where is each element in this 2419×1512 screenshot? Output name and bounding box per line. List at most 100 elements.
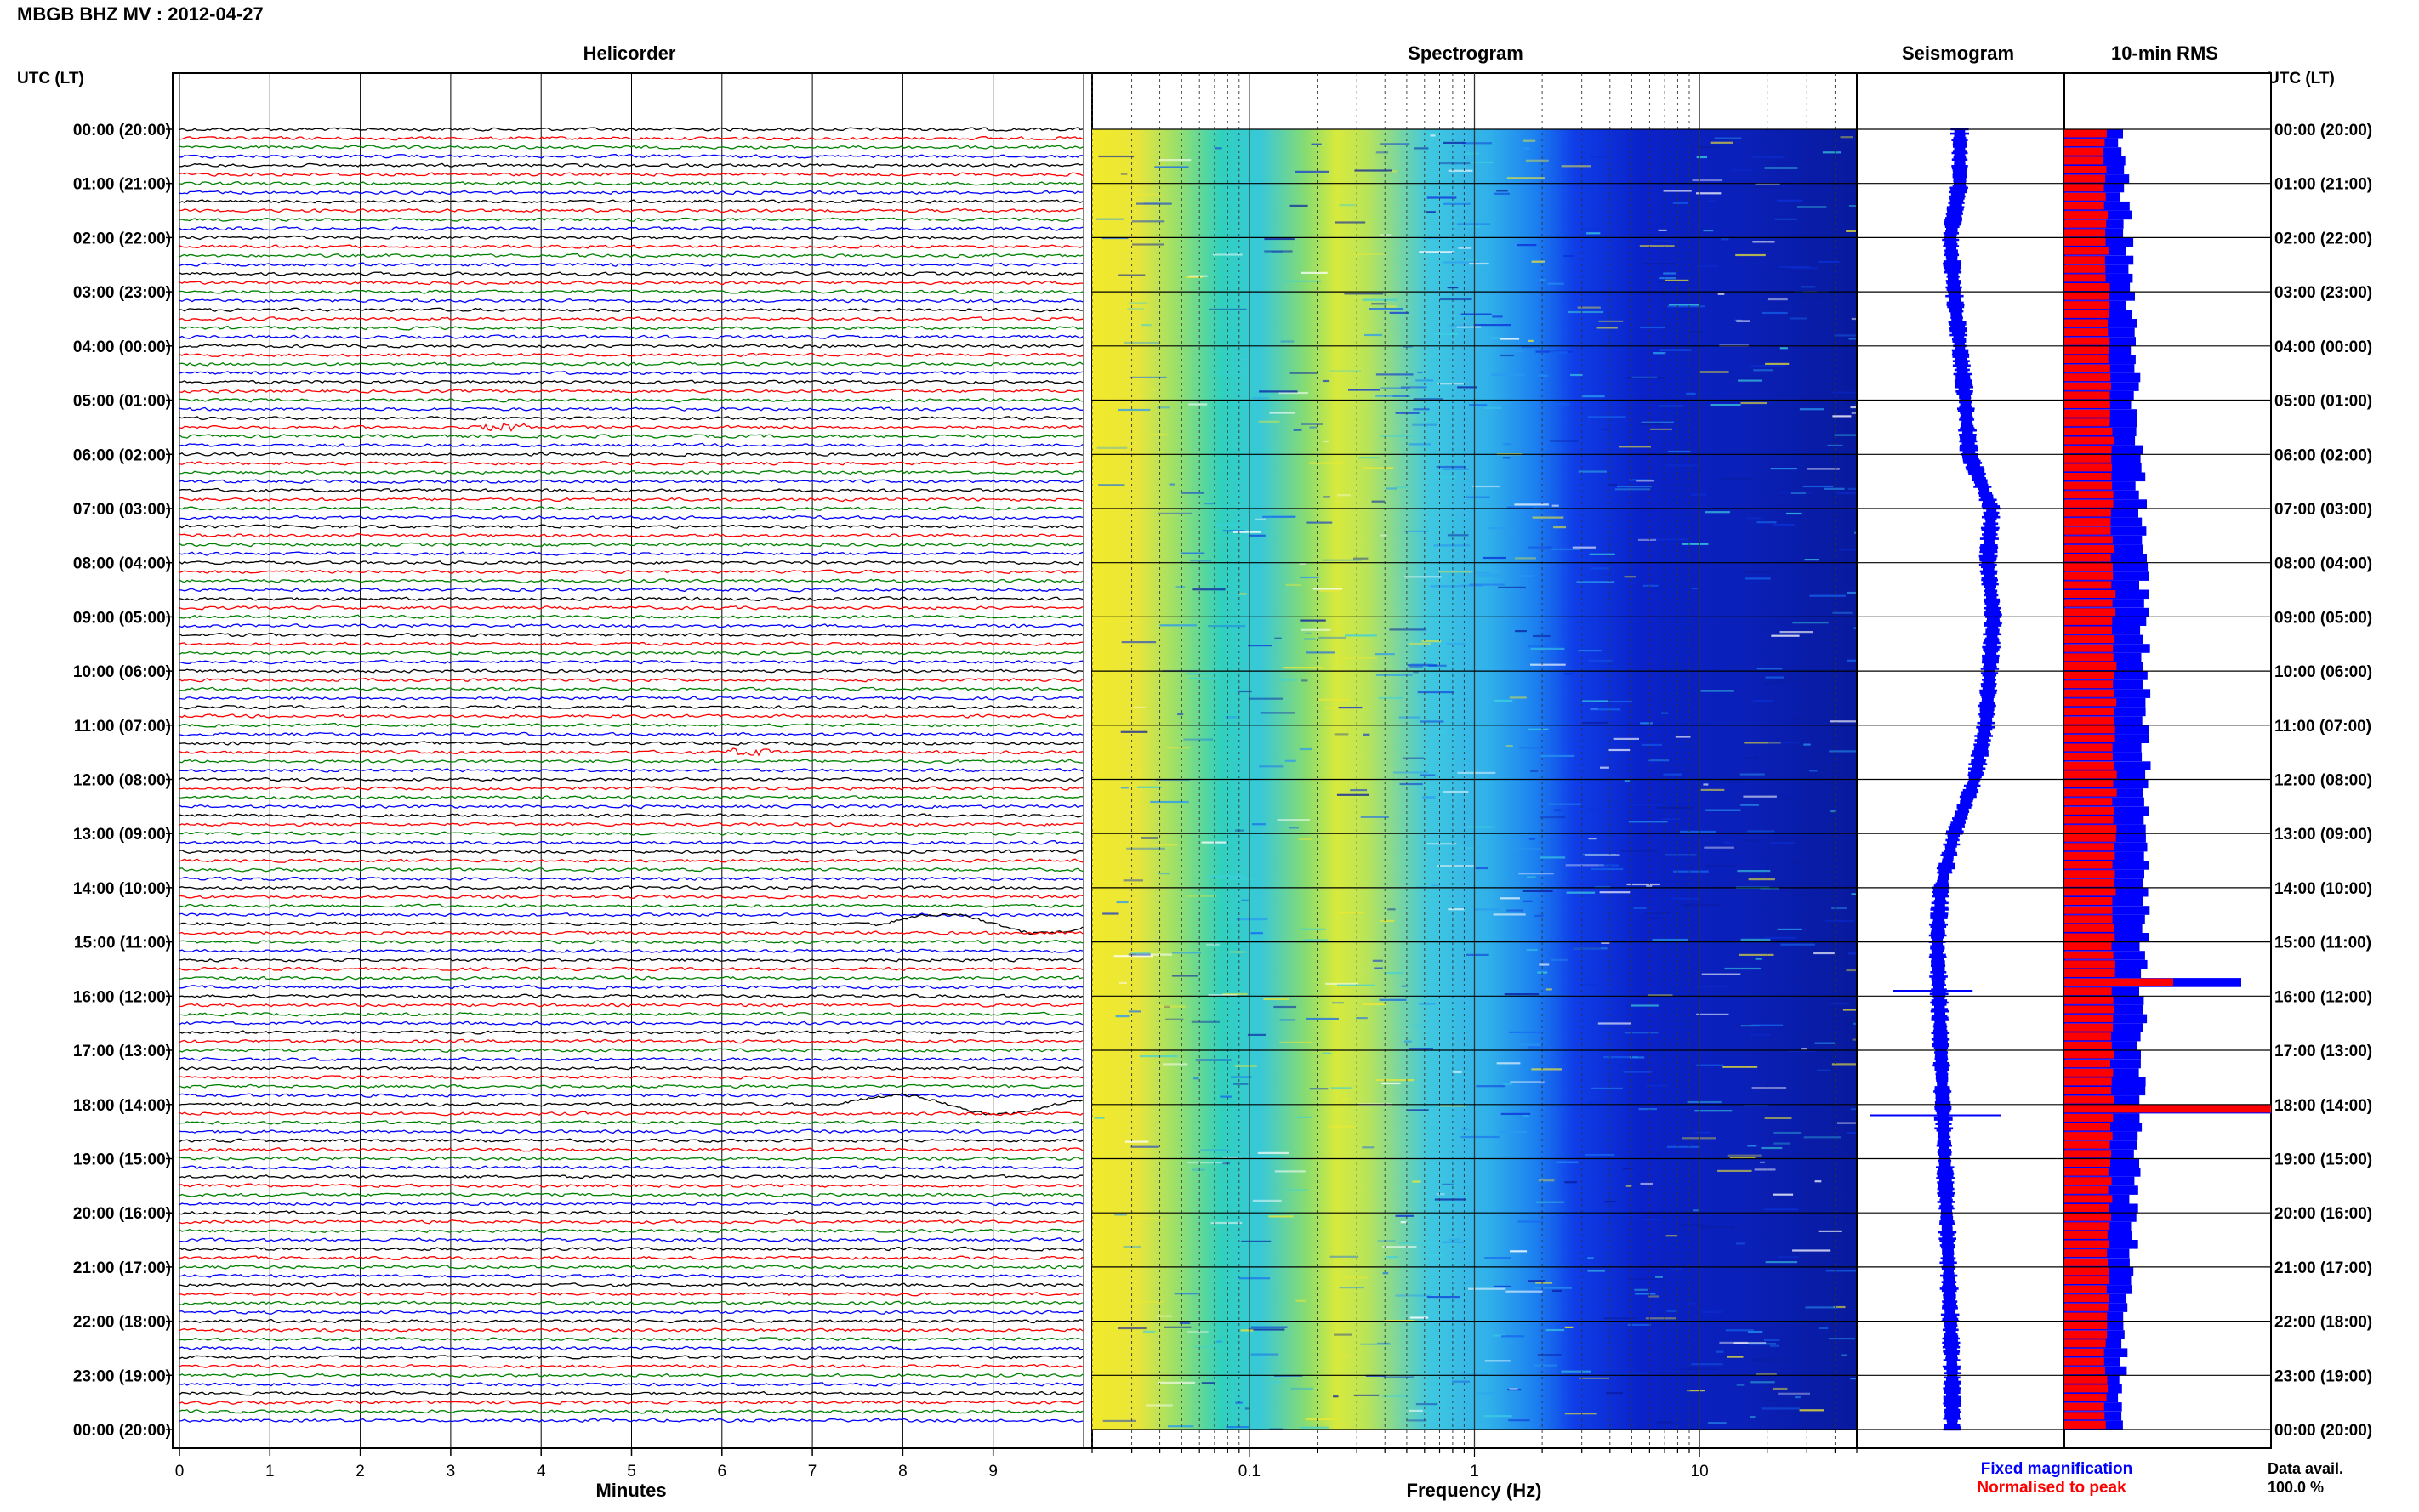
spectrogram-streak	[1736, 1384, 1745, 1386]
spectrogram-streak	[1824, 487, 1845, 490]
spectrogram-streak	[1148, 388, 1158, 390]
rms-bar-normalised	[2064, 1412, 2105, 1420]
spectrogram-streak	[1773, 1142, 1791, 1145]
spectrogram-streak	[1766, 1400, 1780, 1402]
rms-bar-normalised	[2064, 1105, 2271, 1113]
spectrogram-streak	[1118, 274, 1146, 276]
spectrogram-streak	[1363, 1003, 1386, 1006]
spectrogram-streak	[1518, 873, 1554, 875]
spectrogram-streak	[1647, 994, 1673, 997]
spectrogram-streak	[1409, 1409, 1423, 1412]
spectrogram-streak	[1630, 804, 1662, 806]
spectrogram-streak	[1588, 809, 1596, 811]
spectrogram-streak	[1750, 1381, 1775, 1384]
spectrogram-streak	[1467, 826, 1495, 828]
spectrogram-streak	[1125, 193, 1161, 196]
spectrogram-streak	[1672, 202, 1688, 204]
time-label-right: 09:00 (05:00)	[2274, 609, 2372, 627]
time-label-left: 22:00 (18:00)	[73, 1314, 171, 1332]
spectrogram-streak	[1506, 506, 1534, 509]
spectrogram-streak	[1374, 967, 1383, 969]
helicorder-trace	[179, 1011, 1084, 1017]
spectrogram-streak	[1514, 503, 1549, 506]
helicorder-trace	[179, 1219, 1084, 1225]
spectrogram-streak	[1601, 941, 1610, 944]
spectrogram-streak	[1362, 298, 1397, 301]
helicorder-trace	[179, 1030, 1084, 1035]
spectrogram-streak	[1639, 326, 1665, 329]
spectrogram-streak	[1750, 1033, 1771, 1036]
spectrogram-streak	[1830, 810, 1837, 813]
helicorder-trace	[179, 1120, 1084, 1125]
helicorder-trace	[179, 786, 1084, 791]
spectrogram-streak	[1415, 1403, 1438, 1406]
spectrogram-streak	[1330, 1087, 1352, 1089]
spectrogram-streak	[1411, 1024, 1428, 1027]
spectrogram-streak	[1540, 816, 1566, 819]
spectrogram-streak	[1249, 534, 1266, 537]
spectrogram-streak	[1484, 1360, 1511, 1362]
spectrogram-streak	[1306, 1017, 1339, 1020]
rms-bar-normalised	[2064, 978, 2173, 986]
spectrogram-streak	[1538, 374, 1549, 377]
spectrogram-streak	[1553, 526, 1567, 529]
spectrogram-streak	[1587, 1257, 1594, 1259]
rms-bar-normalised	[2064, 1050, 2114, 1059]
spectrogram-streak	[1834, 434, 1872, 436]
spectrogram-streak	[1509, 1388, 1518, 1390]
rms-bar-normalised	[2064, 960, 2115, 969]
spectrogram-streak	[1748, 1343, 1776, 1345]
spectrogram-streak	[1735, 253, 1766, 257]
spectrogram-streak	[1809, 770, 1818, 772]
time-label-right: 10:00 (06:00)	[2274, 663, 2372, 681]
spectrogram-streak	[1720, 478, 1753, 480]
time-label-left: 08:00 (04:00)	[73, 555, 171, 573]
spectrogram-streak	[1375, 373, 1414, 376]
spectrogram-streak	[1564, 1326, 1574, 1328]
spectrogram-streak	[1626, 883, 1660, 886]
spectrogram-streak	[1795, 1396, 1801, 1399]
rms-bar-normalised	[2064, 1420, 2106, 1429]
rms-bar-normalised	[2064, 1023, 2114, 1032]
spectrogram-streak	[1426, 843, 1457, 845]
spectrogram-streak	[1737, 870, 1771, 873]
spectrogram-streak	[1629, 785, 1636, 787]
spectrogram-streak	[1847, 591, 1857, 594]
spectrogram-streak	[1596, 700, 1632, 703]
spectrogram-streak	[1700, 690, 1734, 692]
spectrogram-streak	[1833, 1110, 1857, 1112]
spectrogram-streak	[1250, 932, 1263, 935]
helicorder-trace	[179, 668, 1084, 674]
spectrogram-streak	[1686, 392, 1696, 395]
spectrogram-streak	[1700, 788, 1725, 791]
time-label-right: 17:00 (13:00)	[2274, 1043, 2372, 1060]
spectrogram-streak	[1716, 781, 1745, 783]
time-label-left: 01:00 (21:00)	[73, 176, 171, 194]
spectrogram-streak	[1778, 1256, 1799, 1259]
spectrogram-streak	[1618, 1372, 1650, 1374]
spectrogram-streak	[1325, 982, 1358, 985]
helicorder-trace	[179, 831, 1084, 837]
spectrogram-streak	[1410, 663, 1433, 666]
helicorder-trace	[179, 704, 1084, 710]
spectrogram-streak	[1526, 876, 1536, 878]
helicorder-trace	[179, 190, 1084, 196]
spectrogram-streak	[1530, 663, 1566, 666]
time-label-left: 04:00 (00:00)	[73, 338, 171, 356]
minute-tick-label: 7	[808, 1463, 817, 1481]
spectrogram-streak	[1308, 462, 1344, 464]
rms-bar-normalised	[2064, 761, 2114, 770]
spectrogram-streak	[1278, 392, 1308, 395]
spectrogram-streak	[1306, 521, 1333, 524]
helicorder-trace	[179, 1146, 1084, 1152]
spectrogram-streak	[1222, 530, 1245, 532]
spectrogram-streak	[1419, 1003, 1436, 1005]
spectrogram-streak	[1627, 1323, 1652, 1326]
time-label-right: 14:00 (10:00)	[2274, 880, 2372, 898]
rms-bar-normalised	[2064, 698, 2117, 707]
spectrogram-streak	[1130, 376, 1167, 378]
spectrogram-streak	[1247, 1033, 1266, 1036]
spectrogram-streak	[1344, 1276, 1368, 1279]
spectrogram-streak	[1413, 398, 1443, 401]
spectrogram-streak	[1739, 773, 1765, 776]
